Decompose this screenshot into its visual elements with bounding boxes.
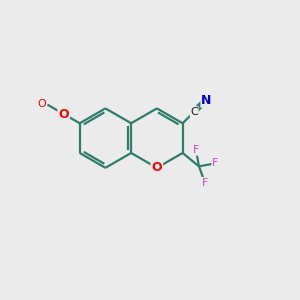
Text: O: O <box>152 161 162 174</box>
Text: N: N <box>201 94 211 107</box>
Text: F: F <box>202 178 208 188</box>
Text: O: O <box>58 107 69 121</box>
Text: C: C <box>190 107 198 117</box>
Text: F: F <box>193 145 199 155</box>
Text: F: F <box>212 158 218 168</box>
Text: O: O <box>37 99 46 109</box>
